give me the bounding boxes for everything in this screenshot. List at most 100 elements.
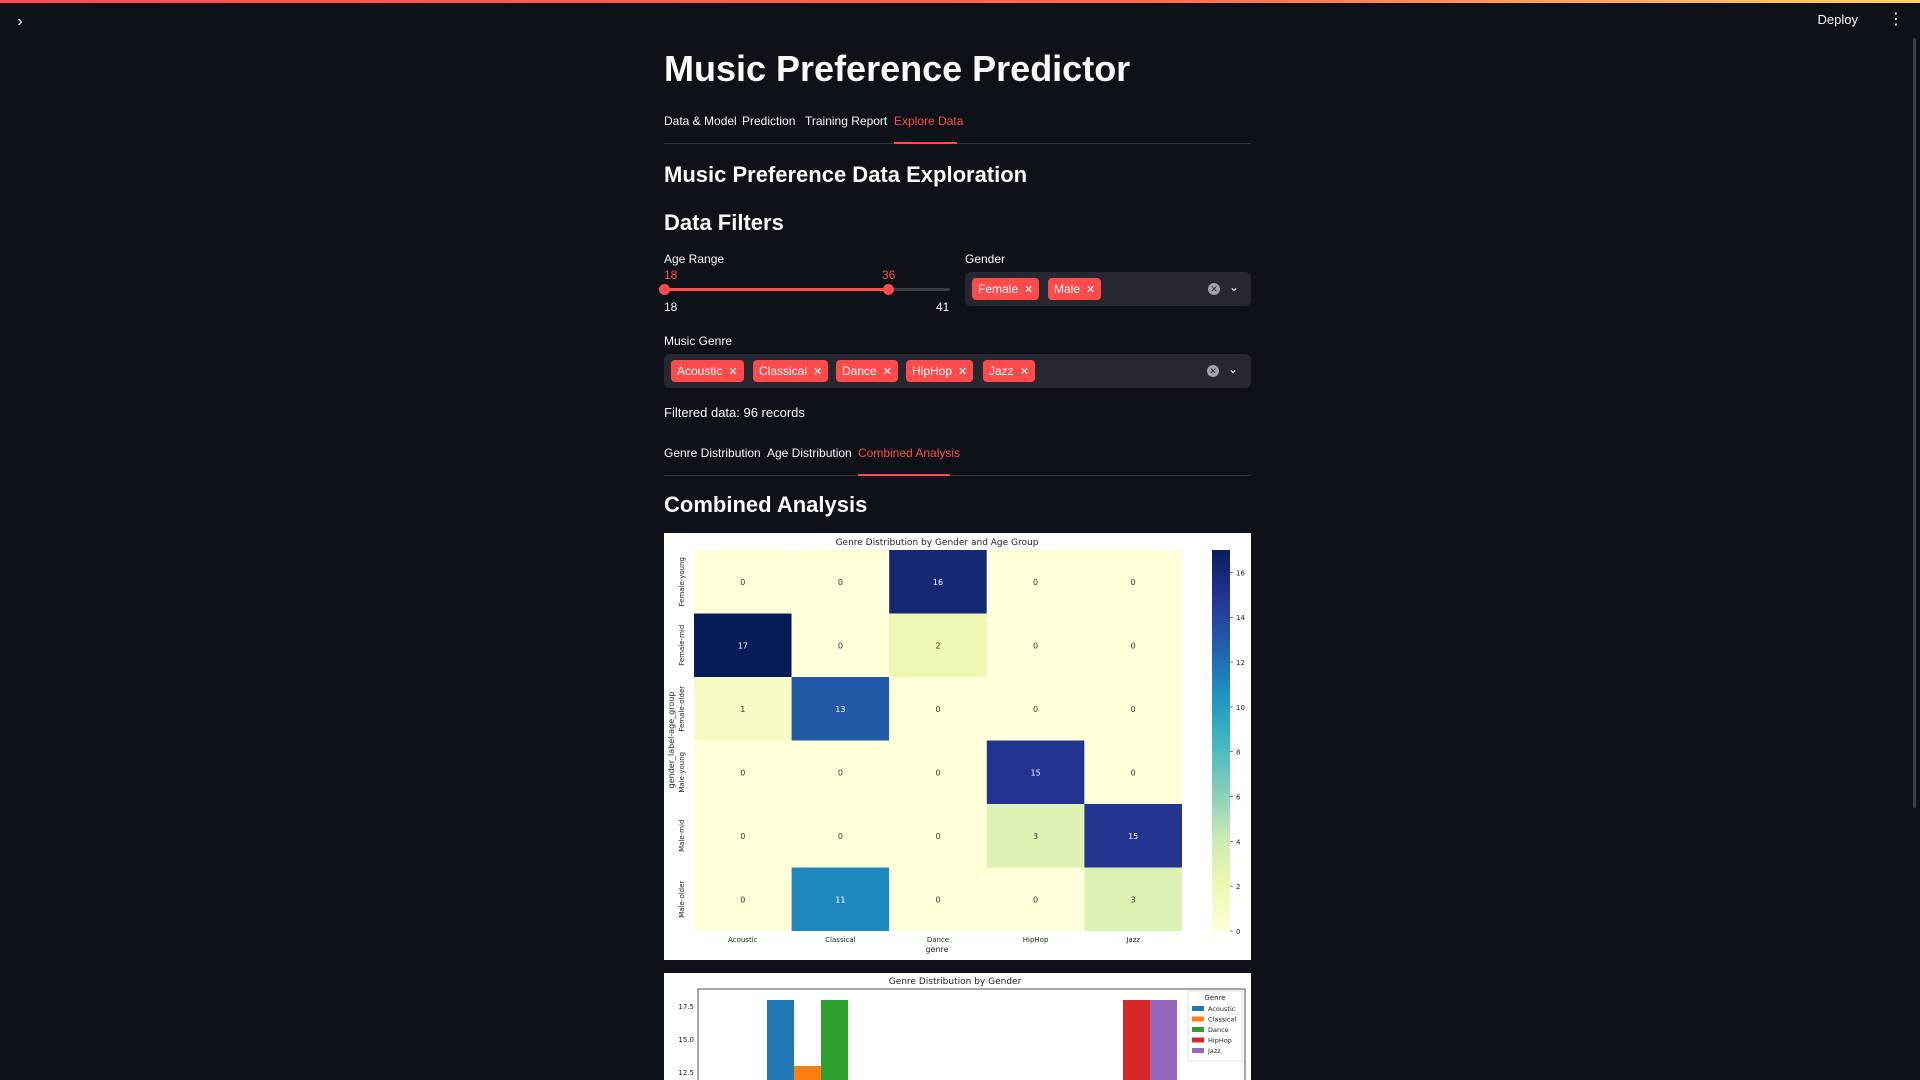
heatmap-xtick-label: Classical: [825, 936, 855, 944]
analysis-tabs: Genre Distribution Age Distribution Comb…: [664, 446, 1251, 476]
heatmap-cell: [791, 677, 890, 741]
heatmap-cell: [1084, 677, 1182, 741]
page-scrollbar[interactable]: [1913, 38, 1916, 808]
main-menu-icon[interactable]: ⋮: [1888, 11, 1904, 28]
active-tab-indicator: [894, 142, 957, 144]
heatmap-cell-label: 3: [1033, 832, 1038, 841]
heatmap-cell-label: 17: [738, 641, 748, 650]
heatmap-cell: [791, 867, 890, 931]
tab-genre-distribution[interactable]: Genre Distribution: [664, 446, 761, 460]
chevron-down-icon[interactable]: ⌄: [1229, 280, 1240, 294]
tab-combined-analysis[interactable]: Combined Analysis: [858, 446, 961, 460]
genre-chip-hiphop[interactable]: HipHop ✕: [906, 360, 974, 382]
bar-ytick-label: 15.0: [678, 1036, 694, 1044]
heatmap-cell-label: 0: [1131, 705, 1136, 714]
bar-chart: Genre Distribution by Gender 17.5 15.0 12.…: [678, 977, 1246, 1080]
age-slider-high-thumb[interactable]: [883, 284, 894, 295]
heatmap-cell-label: 0: [935, 768, 940, 777]
age-slider-fill: [664, 288, 888, 291]
gender-multiselect[interactable]: Female ✕ Male ✕ ✕ ⌄: [965, 272, 1251, 306]
legend-label: HipHop: [1208, 1037, 1232, 1045]
close-icon[interactable]: ✕: [1019, 366, 1029, 378]
genre-chip-dance[interactable]: Dance ✕: [836, 360, 898, 382]
heatmap-cell: [694, 677, 792, 741]
heatmap-xtick-label: HipHop: [1023, 936, 1049, 944]
colorbar-tick-label: 10: [1236, 704, 1245, 712]
age-slider-low-thumb[interactable]: [659, 284, 670, 295]
heatmap-cell: [1084, 613, 1182, 677]
genre-multiselect[interactable]: Acoustic ✕ Classical ✕ Dance ✕ HipHop ✕ Jazz…: [664, 354, 1251, 388]
bar-chart-title: Genre Distribution by Gender: [889, 977, 1022, 987]
page-title: Music Preference Predictor: [664, 48, 1131, 89]
sidebar-expand-icon[interactable]: ›: [17, 13, 23, 30]
heatmap-cell: [889, 677, 987, 741]
heatmap-cell: [694, 804, 792, 868]
tab-explore-data[interactable]: Explore Data: [894, 114, 964, 128]
genre-chip-classical[interactable]: Classical ✕: [753, 360, 829, 382]
tab-training-report[interactable]: Training Report: [805, 114, 888, 128]
section-title: Music Preference Data Exploration: [664, 162, 1028, 187]
chevron-down-icon[interactable]: ⌄: [1228, 362, 1239, 376]
close-icon[interactable]: ✕: [1086, 284, 1096, 296]
heatmap-cell: [986, 677, 1085, 741]
heatmap-ylabel: gender_label-age_group: [667, 692, 676, 789]
filtered-records-text: Filtered data: 96 records: [664, 405, 805, 420]
heatmap-cell-label: 16: [933, 578, 943, 587]
heatmap-xtick-label: Dance: [927, 936, 949, 944]
bar-plot-frame: [697, 988, 1246, 1080]
filters-title: Data Filters: [664, 210, 784, 235]
tab-age-distribution[interactable]: Age Distribution: [767, 446, 852, 460]
heatmap-cell-label: 3: [1131, 895, 1136, 904]
heatmap-cell: [1084, 740, 1182, 804]
close-icon[interactable]: ✕: [728, 366, 738, 378]
deploy-button[interactable]: Deploy: [1817, 12, 1858, 27]
colorbar-tick-label: 14: [1236, 614, 1245, 622]
heatmap-title: Genre Distribution by Gender and Age Gro…: [836, 538, 1039, 548]
genre-chip-jazz[interactable]: Jazz ✕: [983, 360, 1035, 382]
legend-swatch: [1192, 1016, 1204, 1022]
colorbar-tick-label: 2: [1236, 883, 1240, 891]
heatmap-cell: [1084, 804, 1182, 868]
heatmap-cell-label: 0: [935, 705, 940, 714]
heatmap-cell: [791, 740, 890, 804]
heatmap-cell: [791, 613, 890, 677]
gender-chip-male[interactable]: Male ✕: [1048, 278, 1102, 300]
legend-label: Jazz: [1207, 1047, 1221, 1055]
bar-figure: Genre Distribution by Gender 17.5 15.0 12.…: [664, 973, 1251, 1080]
heatmap-cell-label: 13: [835, 705, 845, 714]
heatmap-cell-label: 0: [1033, 578, 1038, 587]
tab-data-model[interactable]: Data & Model: [664, 114, 737, 128]
heatmap-cell-label: 0: [935, 832, 940, 841]
close-icon[interactable]: ✕: [813, 366, 823, 378]
age-high-value: 36: [882, 268, 896, 282]
heatmap-cell: [694, 740, 792, 804]
heatmap-cell: [889, 867, 987, 931]
heatmap-figure: Genre Distribution by Gender and Age Gro…: [664, 533, 1251, 960]
legend-label: Dance: [1208, 1026, 1229, 1034]
legend-title: Genre: [1204, 994, 1225, 1002]
heatmap-cell-label: 2: [935, 641, 940, 650]
close-icon[interactable]: ✕: [958, 366, 968, 378]
heatmap-cell-label: 11: [835, 895, 845, 904]
clear-all-icon[interactable]: ✕: [1208, 283, 1220, 295]
heatmap-cell-label: 0: [1131, 578, 1136, 587]
heatmap-cell-label: 0: [1033, 895, 1038, 904]
close-icon[interactable]: ✕: [1024, 284, 1034, 296]
heatmap-cell: [694, 550, 792, 614]
heatmap-cell-label: 0: [1033, 641, 1038, 650]
heatmap-cell: [889, 550, 987, 614]
genre-chip-acoustic[interactable]: Acoustic ✕: [671, 360, 744, 382]
clear-all-icon[interactable]: ✕: [1207, 365, 1219, 377]
tab-prediction[interactable]: Prediction: [742, 114, 796, 128]
heatmap-cell-label: 1: [740, 705, 745, 714]
genre-label: Music Genre: [664, 334, 733, 348]
heatmap-ytick-label: Female-older: [678, 686, 686, 732]
gender-chip-female[interactable]: Female ✕: [972, 278, 1040, 300]
heatmap-cell: [889, 740, 987, 804]
bar-female-acoustic: [767, 1000, 794, 1080]
top-decoration-bar: [0, 0, 1920, 3]
legend-swatch: [1192, 1037, 1204, 1043]
gender-label: Gender: [965, 252, 1006, 266]
heatmap-ytick-label: Male-young: [678, 752, 686, 793]
close-icon[interactable]: ✕: [882, 366, 892, 378]
